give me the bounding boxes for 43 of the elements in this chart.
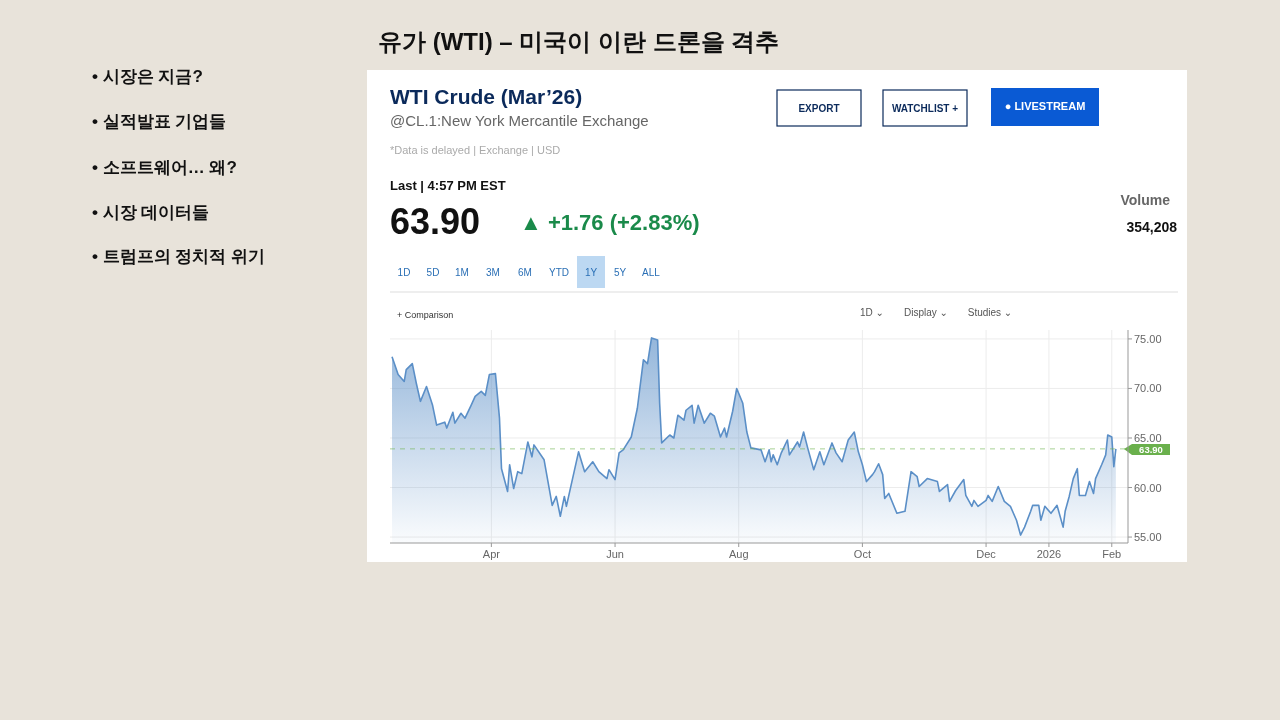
text: 354,208 [1126,219,1178,235]
text: 5Y [613,267,627,278]
text: Volume [1120,192,1171,208]
text: 3M [486,267,500,278]
y-tick-label: 65.00 [1134,431,1162,444]
text: • 소프트웨어… 왜? [92,158,237,177]
text: Studies ⌄ [967,307,1013,318]
text: 1M [455,267,469,278]
text: 1Y [584,267,598,278]
text: 6M [518,267,532,278]
text: ● LIVESTREAM [1004,100,1086,112]
text: 1D [397,267,411,278]
text: ▲ +1.76 (+2.83%) [520,210,700,235]
text: • 실적발표 기업들 [92,112,227,131]
ref-line-label: 63.90 [1139,443,1163,455]
y-tick-label: 60.00 [1134,481,1162,494]
chart-title: 유가 (WTI) – 미국이 이란 드론을 격추 [378,28,780,55]
x-tick-label: Aug [728,548,749,560]
text: • 트럼프의 정치적 위기 [92,247,266,266]
x-tick-label: Jun [606,548,624,560]
text: • 시장 데이터들 [92,203,210,222]
text: YTD [549,267,569,278]
text: Last | 4:57 PM EST [390,178,506,193]
x-tick-label: Apr [482,548,501,560]
text: 1D ⌄ [860,307,884,318]
text: 5D [426,267,440,278]
y-tick-label: 70.00 [1134,382,1162,395]
text: 63.90 [390,201,481,242]
text: @CL.1:New York Mercantile Exchange [390,112,649,129]
chart-subtitle: WTI Crude (Mar’26) [390,85,583,108]
x-tick-label: Oct [853,548,871,560]
x-tick-label: Dec [976,548,997,560]
text: Display ⌄ [904,307,948,318]
text: + Comparison [397,310,454,320]
text: • 시장은 지금? [92,67,203,86]
y-tick-label: 75.00 [1134,332,1162,345]
text: WATCHLIST + [891,103,959,114]
x-tick-label: 2026 [1036,548,1062,560]
text: EXPORT [798,103,840,114]
y-tick-label: 55.00 [1134,531,1162,544]
text: ALL [642,267,661,278]
text: *Data is delayed | Exchange | USD [390,144,561,156]
x-tick-label: Feb [1102,548,1122,560]
